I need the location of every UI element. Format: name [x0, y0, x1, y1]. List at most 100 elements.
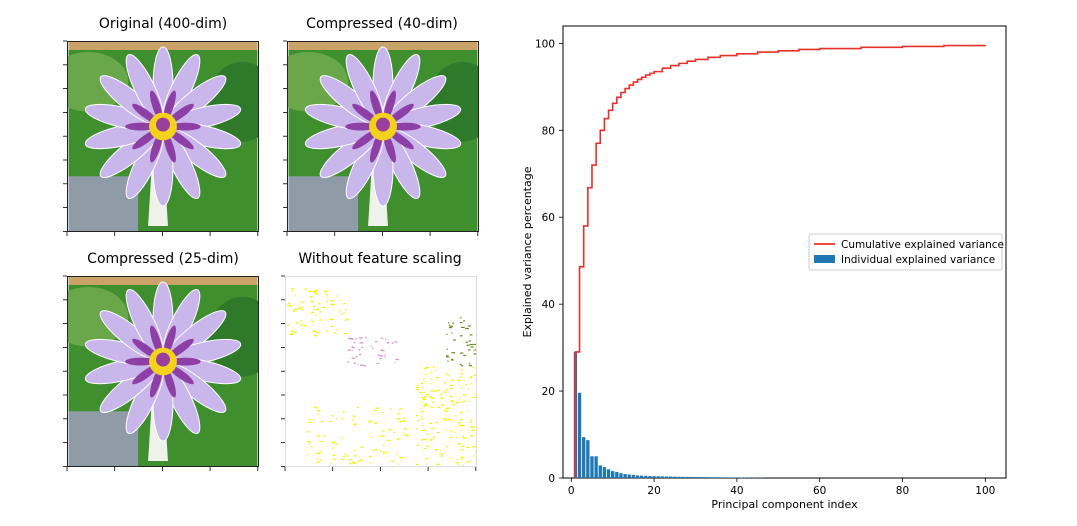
bar	[594, 456, 598, 478]
noise-speck	[447, 360, 449, 362]
inner-petal	[345, 122, 378, 131]
noise-speck	[359, 342, 364, 344]
noise-speck	[435, 421, 439, 424]
bar	[656, 476, 660, 478]
noise-speck	[313, 308, 316, 311]
y-tick-label: 40	[542, 299, 555, 311]
noise-speck	[449, 436, 453, 438]
noise-speck	[353, 362, 357, 364]
noise-speck	[423, 398, 427, 401]
noise-speck	[460, 418, 463, 421]
chart-legend: Cumulative explained variance Individual…	[808, 233, 1004, 271]
bar	[731, 477, 735, 478]
flower-core	[156, 352, 170, 367]
noise-speck	[386, 439, 391, 441]
bar	[673, 476, 677, 478]
noise-speck	[439, 393, 443, 395]
noise-speck	[456, 458, 458, 461]
noise-speck	[353, 455, 357, 457]
noise-speck	[459, 363, 462, 366]
noise-speck	[318, 302, 320, 304]
noise-speck	[312, 305, 316, 307]
noise-speck	[462, 437, 467, 439]
inner-petal	[125, 122, 158, 131]
noise-speck	[451, 358, 453, 360]
x-tick-label: 60	[813, 485, 826, 497]
flower-core	[156, 117, 170, 132]
noise-speck	[445, 410, 449, 412]
noise-speck	[419, 392, 422, 394]
bar	[648, 476, 652, 478]
noise-speck	[326, 295, 329, 297]
noise-speck	[436, 463, 440, 465]
noise-speck	[461, 401, 464, 403]
noise-speck	[353, 341, 356, 344]
bar	[710, 477, 714, 478]
noise-speck	[286, 304, 290, 307]
noise-speck	[307, 441, 311, 443]
noise-speck	[352, 420, 354, 422]
noise-speck	[461, 387, 464, 389]
noise-speck	[353, 462, 357, 464]
noise-speck	[352, 415, 356, 417]
noise-speck	[330, 300, 335, 302]
noise-speck	[390, 408, 393, 410]
noise-speck	[439, 453, 443, 455]
noise-speck	[433, 436, 436, 438]
noise-speck	[453, 403, 456, 405]
bar	[602, 467, 607, 478]
noise-speck	[421, 410, 424, 413]
noise-speck	[415, 414, 419, 417]
noise-speck	[421, 439, 424, 441]
noise-speck	[432, 366, 436, 368]
noise-speck	[381, 411, 384, 414]
noise-speck	[440, 455, 444, 457]
noise-speck	[384, 354, 386, 356]
noise-speck	[430, 390, 435, 392]
inner-petal	[168, 122, 201, 131]
noise-speck	[475, 349, 476, 351]
noise-speck	[457, 422, 462, 424]
noise-speck	[439, 450, 441, 452]
noise-speck	[344, 453, 347, 455]
noise-speck	[450, 379, 454, 381]
noise-speck	[416, 384, 419, 386]
noise-speck	[460, 458, 464, 460]
noise-speck	[325, 290, 329, 292]
top-edge	[68, 42, 258, 50]
noise-speck	[473, 343, 476, 346]
noise-speck	[357, 407, 360, 409]
noise-speck	[422, 391, 426, 393]
noise-speck	[372, 449, 374, 452]
bar	[631, 474, 636, 478]
noise-speck	[293, 309, 298, 311]
bar	[640, 475, 644, 478]
noise-speck	[347, 349, 352, 351]
bar	[693, 477, 698, 478]
noise-speck	[292, 310, 296, 312]
noise-speck	[431, 427, 434, 429]
image-compressed-40	[287, 41, 479, 232]
bar	[702, 477, 706, 478]
noise-speck	[457, 379, 461, 382]
noise-speck	[302, 325, 307, 327]
noise-speck	[450, 400, 455, 402]
noise-speck	[393, 431, 396, 434]
noise-speck	[345, 309, 347, 311]
noise-speck	[371, 347, 374, 349]
noise-speck	[315, 289, 318, 291]
noise-speck	[469, 421, 473, 423]
noise-speck	[449, 457, 451, 459]
noise-speck	[287, 303, 290, 305]
noise-speck	[473, 427, 476, 429]
bar	[664, 476, 669, 478]
noise-speck	[343, 303, 346, 305]
noise-speck	[459, 335, 463, 337]
noise-speck	[432, 401, 435, 403]
noise-speck	[430, 383, 432, 385]
noise-speck	[462, 465, 465, 466]
noise-speck	[461, 365, 464, 367]
noise-speck	[289, 305, 292, 307]
noise-speck	[394, 341, 398, 343]
noise-speck	[466, 344, 470, 346]
